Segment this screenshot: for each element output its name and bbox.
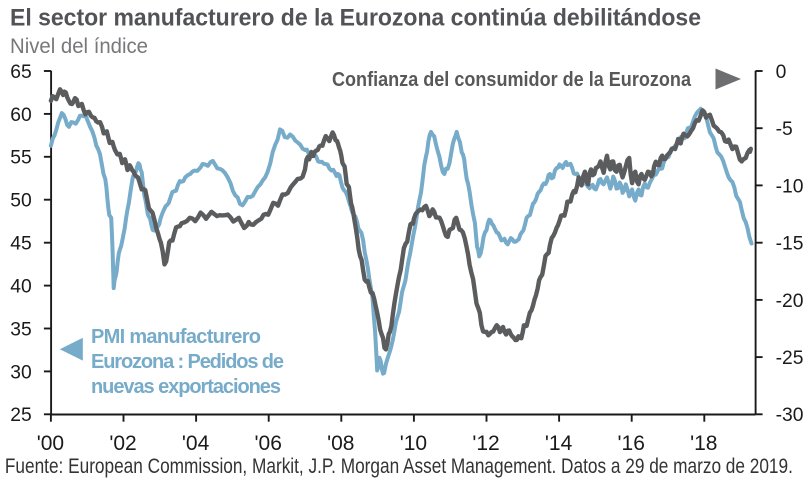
svg-text:PMI manufacturero: PMI manufacturero xyxy=(91,326,261,348)
svg-text:El sector manufacturero de la: El sector manufacturero de la Eurozona c… xyxy=(10,5,701,32)
svg-text:'18: '18 xyxy=(690,432,717,455)
svg-text:25: 25 xyxy=(10,405,31,426)
svg-text:35: 35 xyxy=(10,319,31,340)
svg-text:'06: '06 xyxy=(255,432,282,455)
svg-text:'08: '08 xyxy=(327,432,354,455)
svg-text:'12: '12 xyxy=(472,432,499,455)
svg-text:-25: -25 xyxy=(776,348,804,369)
svg-text:-20: -20 xyxy=(776,291,804,312)
svg-text:60: 60 xyxy=(10,105,31,126)
svg-text:-15: -15 xyxy=(776,234,804,255)
svg-text:30: 30 xyxy=(10,362,31,383)
svg-text:-30: -30 xyxy=(776,405,804,426)
svg-text:-5: -5 xyxy=(776,119,793,140)
svg-text:'10: '10 xyxy=(400,432,427,455)
svg-text:'14: '14 xyxy=(545,432,573,455)
svg-text:50: 50 xyxy=(10,191,31,212)
svg-text:45: 45 xyxy=(10,234,31,255)
svg-text:0: 0 xyxy=(776,62,787,83)
svg-text:'16: '16 xyxy=(618,432,645,455)
svg-text:Nivel del índice: Nivel del índice xyxy=(10,35,148,58)
svg-text:nuevas exportaciones: nuevas exportaciones xyxy=(91,376,281,398)
svg-text:Fuente: European Commission, M: Fuente: European Commission, Markit, J.P… xyxy=(5,455,793,478)
svg-text:'00: '00 xyxy=(37,432,64,455)
svg-text:40: 40 xyxy=(10,277,31,298)
svg-text:65: 65 xyxy=(10,62,31,83)
svg-text:Confianza del consumidor de la: Confianza del consumidor de la Eurozona xyxy=(332,69,692,91)
svg-text:'02: '02 xyxy=(109,432,136,455)
svg-text:55: 55 xyxy=(10,148,31,169)
svg-text:'04: '04 xyxy=(182,432,210,455)
svg-text:Eurozona : Pedidos de: Eurozona : Pedidos de xyxy=(91,351,284,373)
svg-text:-10: -10 xyxy=(776,176,804,197)
